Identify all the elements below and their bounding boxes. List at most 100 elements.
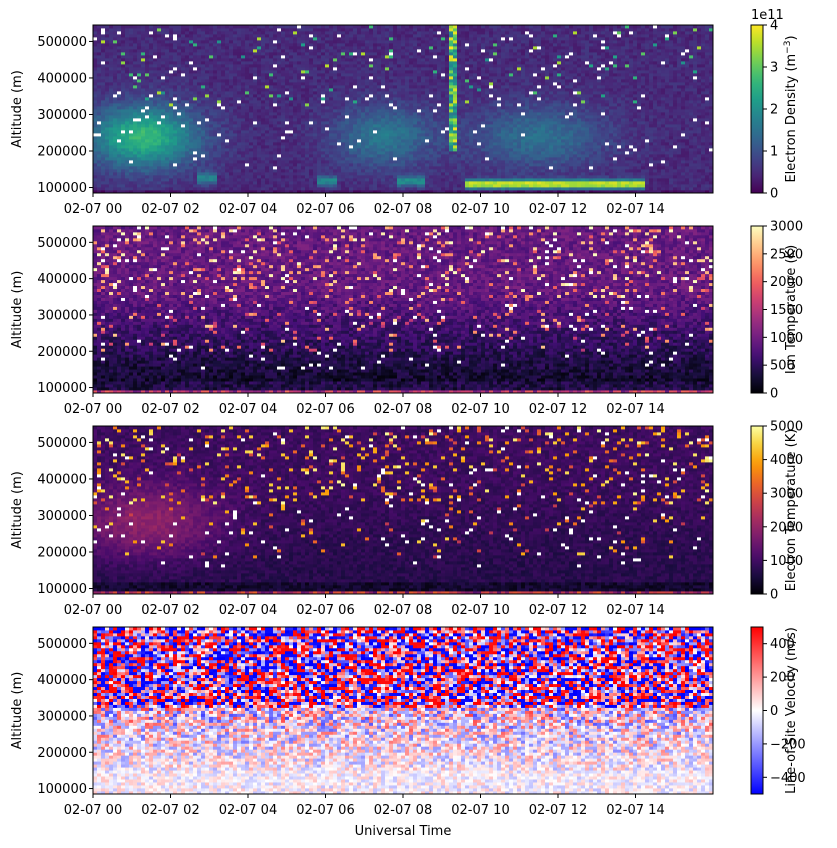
heatmap-cell	[225, 100, 230, 104]
heatmap-cell	[385, 88, 390, 92]
heatmap-cell	[397, 52, 402, 56]
heatmap-cell	[325, 94, 330, 98]
heatmap-cell	[141, 37, 146, 41]
heatmap-cell	[157, 187, 162, 191]
heatmap-cell	[157, 112, 162, 116]
heatmap-cell	[409, 187, 414, 191]
heatmap-cell	[149, 55, 154, 59]
heatmap-cell	[409, 124, 414, 128]
heatmap-cell	[217, 142, 222, 146]
heatmap-cell	[101, 106, 106, 110]
heatmap-cell	[217, 79, 222, 83]
heatmap-cell	[377, 112, 382, 116]
heatmap-cell	[365, 139, 370, 143]
heatmap-cell	[189, 61, 194, 65]
heatmap-cell	[185, 184, 190, 188]
heatmap-cell	[201, 106, 206, 110]
heatmap-cell	[241, 181, 246, 185]
heatmap-cell	[389, 112, 394, 116]
heatmap-cell	[401, 187, 406, 191]
heatmap-cell	[121, 118, 126, 122]
heatmap-cell	[101, 100, 106, 104]
heatmap-cell	[345, 166, 350, 170]
heatmap-cell	[245, 142, 250, 146]
heatmap-cell	[125, 79, 130, 83]
heatmap-cell	[233, 37, 238, 41]
heatmap-cell	[409, 55, 414, 59]
heatmap-cell	[237, 118, 242, 122]
heatmap-cell	[109, 142, 114, 146]
heatmap-cell	[137, 28, 142, 32]
heatmap-cell	[437, 79, 442, 83]
heatmap-cell	[401, 148, 406, 152]
heatmap-cell	[293, 88, 298, 92]
heatmap-cell	[425, 121, 430, 125]
heatmap-cell	[421, 40, 426, 44]
heatmap-cell	[353, 139, 358, 143]
heatmap-cell	[321, 112, 326, 116]
heatmap-cell	[233, 169, 238, 173]
heatmap-cell	[125, 34, 130, 38]
heatmap-cell	[289, 52, 294, 56]
heatmap-cell	[201, 142, 206, 146]
heatmap-cell	[297, 76, 302, 80]
heatmap-cell	[113, 118, 118, 122]
heatmap-cell	[337, 145, 342, 149]
heatmap-cell	[177, 94, 182, 98]
heatmap-cell	[269, 40, 274, 44]
heatmap-cell	[197, 73, 202, 77]
heatmap-cell	[277, 154, 282, 158]
heatmap-cell	[93, 28, 98, 32]
heatmap-cell	[217, 37, 222, 41]
heatmap-cell	[441, 49, 446, 53]
heatmap-cell	[209, 190, 214, 193]
heatmap-cell	[237, 190, 242, 193]
heatmap-cell	[133, 25, 138, 29]
heatmap-cell	[413, 85, 418, 89]
heatmap-cell	[205, 76, 210, 80]
heatmap-cell	[205, 97, 210, 101]
heatmap-cell	[293, 148, 298, 152]
heatmap-cell	[425, 172, 430, 176]
heatmap-cell	[377, 154, 382, 158]
heatmap-cell	[305, 115, 310, 119]
heatmap-cell	[377, 136, 382, 140]
heatmap-cell	[225, 130, 230, 134]
heatmap-cell	[381, 127, 386, 131]
heatmap-cell	[309, 55, 314, 59]
heatmap-cell	[141, 76, 146, 80]
heatmap-cell	[429, 94, 434, 98]
heatmap-cell	[409, 82, 414, 86]
heatmap-cell	[181, 166, 186, 170]
heatmap-cell	[225, 70, 230, 74]
heatmap-cell	[289, 91, 294, 95]
heatmap-cell	[133, 166, 138, 170]
heatmap-cell	[357, 172, 362, 176]
heatmap-cell	[181, 43, 186, 47]
heatmap-cell	[125, 124, 130, 128]
heatmap-cell	[205, 49, 210, 53]
heatmap-cell	[193, 172, 198, 176]
heatmap-cell	[309, 145, 314, 149]
heatmap-cell	[425, 136, 430, 140]
heatmap-cell	[425, 79, 430, 83]
heatmap-cell	[425, 46, 430, 50]
heatmap-cell	[101, 79, 106, 83]
heatmap-cell	[353, 55, 358, 59]
heatmap-cell	[317, 46, 322, 50]
heatmap-cell	[329, 118, 334, 122]
heatmap-cell	[325, 49, 330, 53]
heatmap-cell	[225, 109, 230, 113]
heatmap-cell	[261, 133, 266, 137]
heatmap-cell	[177, 25, 182, 29]
heatmap-cell	[333, 190, 338, 193]
heatmap-cell	[265, 82, 270, 86]
heatmap-cell	[169, 58, 174, 62]
heatmap-cell	[241, 130, 246, 134]
heatmap-cell	[113, 40, 118, 44]
heatmap-cell	[137, 58, 142, 62]
heatmap-cell	[325, 70, 330, 74]
heatmap-cell	[201, 139, 206, 143]
heatmap-cell	[209, 136, 214, 140]
heatmap-cell	[289, 76, 294, 80]
